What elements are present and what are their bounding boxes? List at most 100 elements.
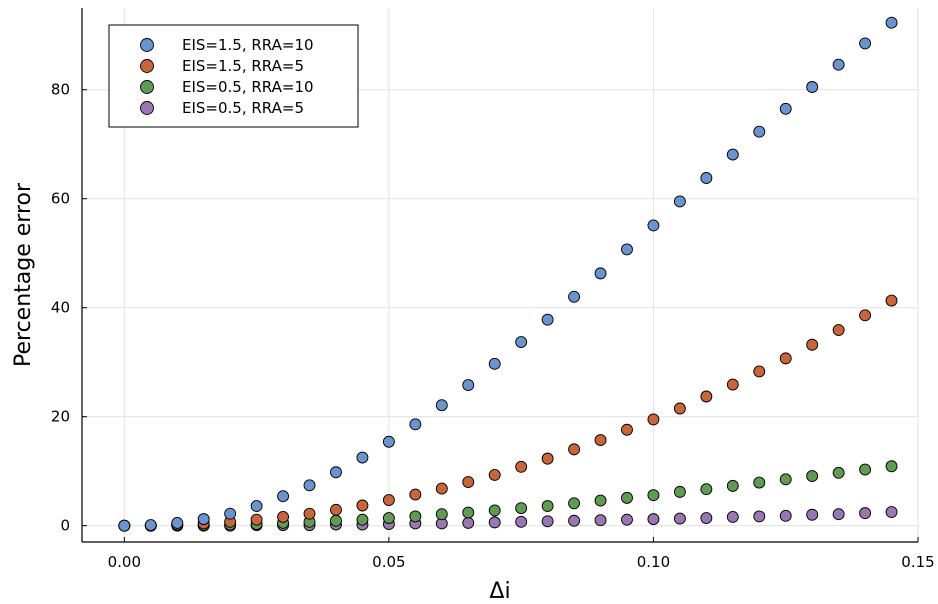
legend: EIS=1.5, RRA=10 EIS=1.5, RRA=5 EIS=0.5, RR… bbox=[108, 24, 359, 128]
data-point bbox=[515, 502, 528, 515]
data-point bbox=[806, 508, 819, 521]
data-point bbox=[673, 402, 686, 415]
data-point bbox=[859, 309, 872, 322]
legend-label: EIS=0.5, RRA=10 bbox=[182, 78, 314, 96]
data-point bbox=[515, 460, 528, 473]
data-point bbox=[356, 499, 369, 512]
data-point bbox=[779, 352, 792, 365]
data-point bbox=[753, 125, 766, 138]
data-point bbox=[647, 413, 660, 426]
data-point bbox=[806, 470, 819, 483]
data-point bbox=[594, 494, 607, 507]
data-point bbox=[832, 58, 845, 71]
x-tick-label: 0.05 bbox=[372, 553, 405, 571]
data-point bbox=[859, 37, 872, 50]
data-point bbox=[541, 515, 554, 528]
axes bbox=[81, 8, 919, 543]
legend-marker bbox=[140, 101, 154, 115]
data-point bbox=[753, 476, 766, 489]
data-point bbox=[568, 290, 581, 303]
legend-label: EIS=1.5, RRA=5 bbox=[182, 57, 304, 75]
data-point bbox=[382, 512, 395, 524]
data-point bbox=[673, 512, 686, 525]
data-point bbox=[647, 489, 660, 502]
data-point bbox=[568, 443, 581, 456]
data-point bbox=[647, 219, 660, 232]
y-tick-label: 0 bbox=[60, 517, 70, 535]
data-point bbox=[488, 516, 501, 529]
data-point bbox=[700, 512, 713, 524]
data-point bbox=[568, 497, 581, 510]
y-tick-label: 60 bbox=[51, 190, 70, 208]
legend-label: EIS=1.5, RRA=10 bbox=[182, 36, 314, 54]
data-point bbox=[806, 81, 819, 93]
data-point bbox=[488, 357, 501, 370]
data-point bbox=[171, 516, 184, 529]
data-point bbox=[779, 102, 792, 115]
series-4 bbox=[118, 506, 898, 532]
data-point bbox=[726, 378, 739, 391]
data-point bbox=[197, 513, 210, 526]
data-point bbox=[621, 491, 633, 504]
data-point bbox=[515, 336, 528, 348]
data-point bbox=[673, 195, 686, 208]
data-point bbox=[726, 148, 739, 161]
data-point bbox=[700, 483, 713, 496]
data-point bbox=[462, 379, 475, 392]
data-point bbox=[118, 519, 131, 532]
data-point bbox=[488, 469, 501, 481]
data-point bbox=[435, 508, 448, 521]
data-point bbox=[673, 485, 686, 498]
data-point bbox=[859, 463, 872, 476]
data-point bbox=[832, 466, 845, 479]
x-tick-label: 0.15 bbox=[901, 553, 934, 571]
data-point bbox=[594, 514, 607, 527]
x-tick-label: 0.00 bbox=[108, 553, 141, 571]
data-point bbox=[435, 399, 448, 412]
data-point bbox=[832, 508, 845, 521]
data-point bbox=[568, 514, 581, 527]
y-tick-label: 40 bbox=[51, 299, 70, 317]
data-point bbox=[753, 510, 766, 523]
data-point bbox=[647, 513, 660, 526]
series-2 bbox=[118, 294, 898, 532]
data-point bbox=[277, 490, 290, 503]
data-point bbox=[726, 510, 739, 523]
data-point bbox=[144, 519, 157, 532]
data-point bbox=[885, 16, 898, 29]
legend-marker bbox=[140, 59, 154, 73]
data-point bbox=[885, 294, 898, 307]
data-points bbox=[118, 16, 898, 532]
data-point bbox=[224, 507, 237, 520]
data-point bbox=[303, 479, 316, 492]
data-point bbox=[330, 514, 342, 527]
data-point bbox=[330, 466, 342, 479]
data-point bbox=[594, 267, 607, 280]
data-point bbox=[779, 473, 792, 486]
data-point bbox=[382, 494, 395, 506]
data-point bbox=[435, 482, 448, 495]
legend-marker bbox=[140, 80, 154, 94]
x-tick-label: 0.10 bbox=[637, 553, 670, 571]
data-point bbox=[621, 243, 633, 256]
data-point bbox=[462, 476, 475, 489]
data-point bbox=[409, 418, 422, 431]
y-tick-label: 20 bbox=[51, 408, 70, 426]
x-axis-title: Δi bbox=[489, 579, 510, 604]
grid bbox=[82, 8, 919, 542]
data-point bbox=[250, 513, 263, 526]
data-point bbox=[488, 504, 501, 517]
data-point bbox=[832, 324, 845, 336]
data-point bbox=[700, 390, 713, 403]
data-point bbox=[250, 500, 263, 512]
data-point bbox=[594, 434, 607, 447]
y-tick-label: 80 bbox=[51, 81, 70, 99]
data-point bbox=[859, 507, 872, 520]
y-axis-title: Percentage error bbox=[11, 182, 36, 367]
data-point bbox=[541, 500, 554, 512]
data-point bbox=[277, 510, 290, 523]
data-point bbox=[515, 515, 528, 528]
data-point bbox=[885, 506, 898, 518]
data-point bbox=[382, 435, 395, 448]
